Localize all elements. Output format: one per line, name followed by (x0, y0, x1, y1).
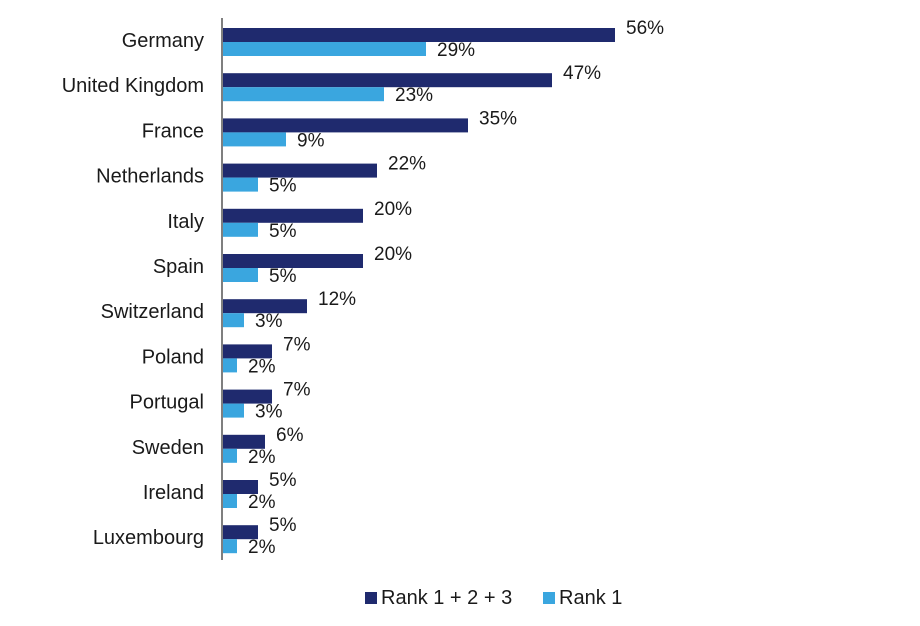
data-label-rank-1-2-3-france: 35% (479, 108, 517, 129)
bar-rank-1-luxembourg (223, 539, 237, 554)
category-label-spain: Spain (153, 256, 204, 278)
category-label-sweden: Sweden (132, 437, 204, 459)
bar-rank-1-2-3-ireland (223, 480, 258, 494)
bar-rank-1-spain (223, 268, 258, 282)
bar-rank-1-germany (223, 42, 426, 56)
data-label-rank-1-2-3-sweden: 6% (276, 425, 304, 446)
data-label-rank-1-2-3-spain: 20% (374, 244, 412, 265)
data-label-rank-1-2-3-switzerland: 12% (318, 289, 356, 310)
bar-rank-1-2-3-switzerland (223, 299, 307, 314)
bar-rank-1-netherlands (223, 177, 258, 192)
data-label-rank-1-switzerland: 3% (255, 311, 283, 332)
data-label-rank-1-2-3-italy: 20% (374, 199, 412, 220)
bar-rank-1-2-3-poland (223, 344, 272, 359)
bar-rank-1-portugal (223, 403, 244, 418)
bar-rank-1-2-3-netherlands (223, 163, 377, 178)
bar-rank-1-sweden (223, 448, 237, 463)
bar-rank-1-2-3-sweden (223, 434, 265, 449)
data-label-rank-1-2-3-ireland: 5% (269, 470, 297, 491)
category-label-luxembourg: Luxembourg (93, 527, 204, 549)
data-label-rank-1-france: 9% (297, 130, 325, 151)
bar-rank-1-ireland (223, 494, 237, 508)
data-label-rank-1-luxembourg: 2% (248, 537, 276, 558)
category-label-united-kingdom: United Kingdom (62, 75, 204, 97)
data-label-rank-1-spain: 5% (269, 266, 297, 287)
bar-rank-1-france (223, 132, 286, 147)
category-label-italy: Italy (167, 211, 204, 233)
data-label-rank-1-sweden: 2% (248, 447, 276, 468)
bar-rank-1-united-kingdom (223, 87, 384, 102)
bar-rank-1-2-3-italy (223, 208, 363, 223)
data-label-rank-1-netherlands: 5% (269, 176, 297, 197)
bar-rank-1-italy (223, 222, 258, 237)
data-label-rank-1-2-3-poland: 7% (283, 334, 311, 355)
legend-swatch-rank-1 (543, 592, 555, 604)
bar-rank-1-2-3-portugal (223, 389, 272, 404)
bar-rank-1-2-3-luxembourg (223, 525, 258, 540)
category-label-switzerland: Switzerland (101, 301, 204, 323)
legend-swatch-rank-1-2-3 (365, 592, 377, 604)
data-label-rank-1-italy: 5% (269, 221, 297, 242)
bars-group (223, 28, 615, 554)
category-label-poland: Poland (142, 346, 204, 368)
data-label-rank-1-2-3-united-kingdom: 47% (563, 63, 601, 84)
legend-label-rank-1-2-3: Rank 1 + 2 + 3 (381, 587, 512, 609)
data-label-rank-1-2-3-luxembourg: 5% (269, 515, 297, 536)
data-label-rank-1-portugal: 3% (255, 402, 283, 423)
data-label-rank-1-united-kingdom: 23% (395, 85, 433, 106)
bar-rank-1-2-3-spain (223, 254, 363, 268)
data-label-rank-1-germany: 29% (437, 40, 475, 61)
legend: Rank 1 + 2 + 3 Rank 1 (365, 587, 622, 609)
bar-rank-1-2-3-france (223, 118, 468, 133)
category-label-germany: Germany (122, 30, 204, 52)
category-label-ireland: Ireland (143, 482, 204, 504)
data-label-rank-1-poland: 2% (248, 356, 276, 377)
bar-rank-1-switzerland (223, 313, 244, 328)
labels-group: Germany 56% 29% United Kingdom 47% 23% France 3… (62, 18, 664, 558)
category-label-portugal: Portugal (130, 392, 205, 414)
category-label-netherlands: Netherlands (96, 166, 204, 188)
category-label-france: France (142, 120, 204, 142)
bar-rank-1-2-3-germany (223, 28, 615, 42)
data-label-rank-1-2-3-germany: 56% (626, 18, 664, 39)
data-label-rank-1-2-3-netherlands: 22% (388, 154, 426, 175)
bar-rank-1-2-3-united-kingdom (223, 73, 552, 88)
data-label-rank-1-2-3-portugal: 7% (283, 380, 311, 401)
bar-rank-1-poland (223, 358, 237, 373)
data-label-rank-1-ireland: 2% (248, 492, 276, 513)
legend-label-rank-1: Rank 1 (559, 587, 622, 609)
